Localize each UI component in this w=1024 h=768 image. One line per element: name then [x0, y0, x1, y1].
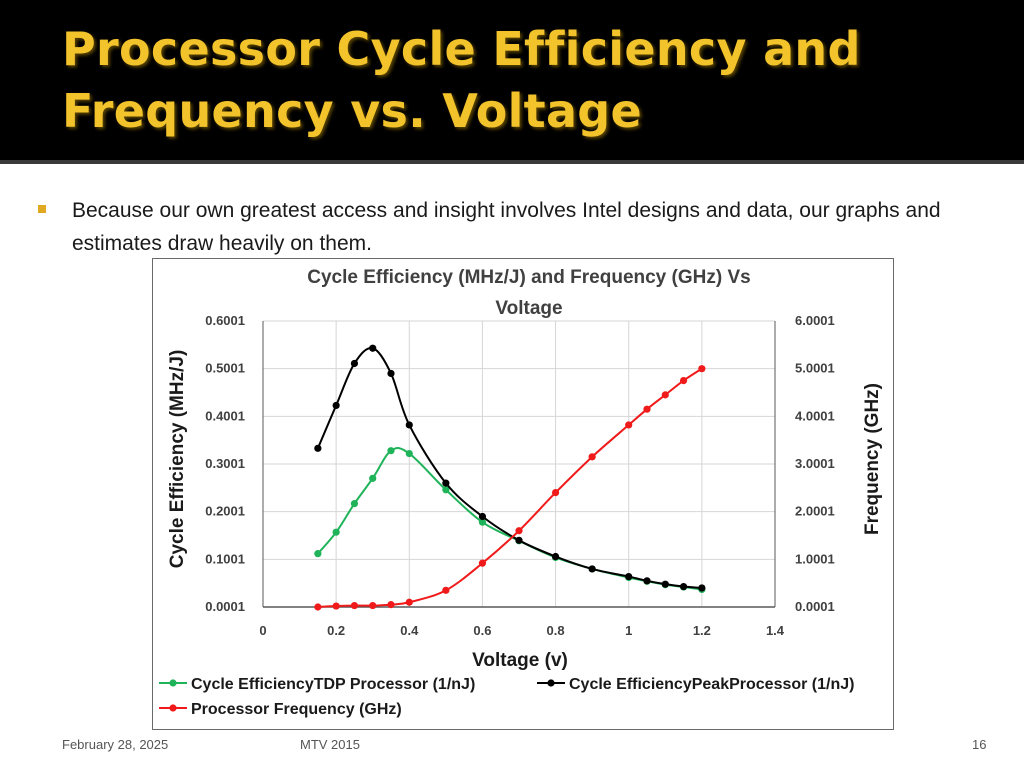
- chart-container: Cycle Efficiency (MHz/J) and Frequency (…: [152, 258, 894, 730]
- data-point-tdp-efficiency: [387, 447, 395, 455]
- data-point-peak-efficiency: [442, 479, 450, 487]
- bullet-marker: [38, 205, 46, 213]
- legend-marker-tdp-efficiency: [169, 679, 177, 687]
- data-point-peak-efficiency: [588, 565, 596, 573]
- data-point-frequency: [679, 376, 688, 385]
- y-tick-label: 0.6001: [205, 313, 245, 328]
- data-point-peak-efficiency: [332, 401, 340, 410]
- y2-tick-label: 6.0001: [795, 313, 835, 328]
- y2-tick-label: 3.0001: [795, 456, 835, 471]
- data-point-peak-efficiency: [551, 552, 560, 561]
- slide-title: Processor Cycle Efficiency and Frequency…: [62, 22, 861, 138]
- x-tick-label: 0.2: [327, 623, 345, 638]
- series-line-frequency: [317, 367, 703, 609]
- x-tick-label: 0.6: [473, 623, 491, 638]
- data-point-peak-efficiency: [625, 572, 633, 581]
- y-tick-label: 0.4001: [205, 408, 245, 423]
- data-point-peak-efficiency: [698, 584, 706, 592]
- y-axis-label: Cycle Efficiency (MHz/J): [167, 350, 188, 569]
- series-line-tdp-efficiency: [317, 447, 702, 591]
- x-tick-label: 0.8: [547, 623, 565, 638]
- axes: [262, 321, 776, 608]
- series-line-peak-efficiency: [316, 347, 702, 589]
- y-tick-label: 0.3001: [205, 456, 245, 471]
- data-point-frequency: [551, 489, 560, 497]
- bullet-text: Because our own greatest access and insi…: [72, 199, 941, 255]
- data-point-frequency: [405, 598, 413, 606]
- data-point-peak-efficiency: [405, 421, 413, 429]
- data-point-frequency: [661, 391, 669, 399]
- data-point-frequency: [478, 559, 487, 567]
- data-point-tdp-efficiency: [478, 518, 487, 526]
- gridlines: [262, 320, 776, 608]
- data-point-tdp-efficiency: [314, 550, 322, 558]
- data-point-frequency: [442, 586, 450, 594]
- y-tick-label: 0.2001: [205, 504, 245, 519]
- data-point-frequency: [588, 453, 596, 461]
- title-bar: [0, 0, 1024, 164]
- data-point-tdp-efficiency: [350, 500, 359, 508]
- y2-tick-label: 4.0001: [795, 408, 835, 423]
- data-point-frequency: [387, 601, 395, 609]
- y-tick-label: 0.5001: [205, 361, 245, 376]
- y-tick-label: 0.0001: [205, 599, 245, 614]
- data-point-peak-efficiency: [515, 536, 523, 544]
- data-point-peak-efficiency: [314, 444, 322, 452]
- footer-date: February 28, 2025: [62, 737, 169, 752]
- footer-center: MTV 2015: [300, 737, 360, 752]
- x-tick-label: 1.4: [766, 623, 785, 638]
- y2-ticks: 0.0001 1.0001 2.0001 3.0001 4.0001 5.0001 6.00…: [795, 313, 835, 614]
- y2-axis-label: Frequency (GHz): [862, 383, 883, 535]
- data-point-peak-efficiency: [387, 369, 395, 378]
- legend: Cycle EfficiencyTDP Processor (1/nJ) Cycl…: [159, 676, 854, 718]
- x-tick-label: 0: [259, 623, 266, 638]
- data-point-tdp-efficiency: [405, 449, 413, 458]
- data-point-frequency: [698, 365, 706, 373]
- y2-tick-label: 1.0001: [795, 551, 835, 566]
- x-axis-label: Voltage (v): [472, 650, 568, 671]
- data-point-frequency: [350, 601, 359, 610]
- data-point-frequency: [369, 601, 377, 610]
- data-point-tdp-efficiency: [442, 486, 450, 494]
- chart-title-line-2: Voltage: [495, 298, 562, 319]
- legend-label-tdp-efficiency: Cycle EfficiencyTDP Processor (1/nJ): [191, 676, 475, 693]
- data-point-tdp-efficiency: [332, 528, 340, 536]
- data-point-frequency: [643, 405, 651, 413]
- y2-tick-label: 0.0001: [795, 599, 835, 614]
- data-point-frequency: [314, 603, 322, 611]
- data-point-peak-efficiency: [350, 359, 359, 368]
- data-point-frequency: [625, 421, 633, 429]
- data-point-peak-efficiency: [661, 580, 669, 588]
- chart-svg: Cycle Efficiency (MHz/J) and Frequency (…: [159, 267, 883, 718]
- x-ticks: 0 0.2 0.4 0.6 0.8 1 1.2 1.4: [259, 623, 784, 638]
- data-point-peak-efficiency: [369, 344, 377, 352]
- page-number: 16: [972, 737, 987, 752]
- legend-marker-peak-efficiency: [547, 679, 555, 687]
- y2-tick-label: 5.0001: [795, 361, 835, 376]
- data-point-peak-efficiency: [478, 512, 487, 521]
- data-point-peak-efficiency: [679, 582, 688, 591]
- legend-marker-frequency: [169, 704, 177, 712]
- data-point-tdp-efficiency: [369, 474, 377, 482]
- y2-tick-label: 2.0001: [795, 504, 835, 519]
- legend-label-frequency: Processor Frequency (GHz): [191, 701, 402, 718]
- chart-title-line-1: Cycle Efficiency (MHz/J) and Frequency (…: [307, 267, 750, 288]
- y-tick-label: 0.1001: [205, 551, 245, 566]
- data-point-frequency: [515, 527, 523, 535]
- y-ticks: 0.0001 0.1001 0.2001 0.3001 0.4001 0.5001 0.60…: [205, 313, 245, 614]
- legend-label-peak-efficiency: Cycle EfficiencyPeakProcessor (1/nJ): [569, 676, 854, 693]
- x-tick-label: 1.2: [693, 623, 711, 638]
- x-tick-label: 0.4: [400, 623, 419, 638]
- data-point-peak-efficiency: [643, 577, 651, 585]
- series-layer: [314, 344, 706, 611]
- x-tick-label: 1: [625, 623, 632, 638]
- data-point-frequency: [332, 602, 340, 610]
